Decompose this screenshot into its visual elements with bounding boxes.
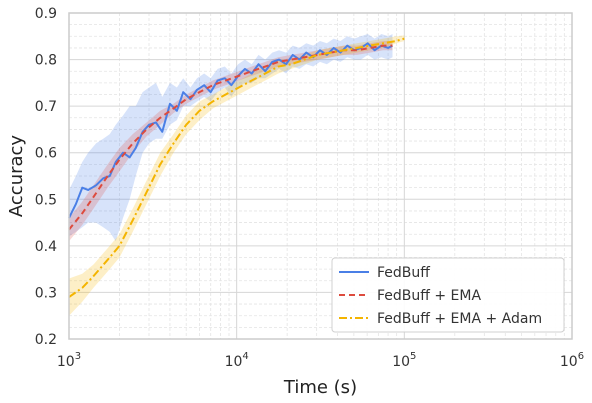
series-band-1 <box>69 33 393 242</box>
legend-box <box>331 257 565 333</box>
series-line-3 <box>68 37 405 298</box>
y-tick-labels: 0.2 0.3 0.4 0.5 0.6 0.7 0.8 0.9 <box>35 6 57 348</box>
y-tick-label: 0.6 <box>35 146 57 162</box>
y-tick-label: 0.7 <box>35 99 57 115</box>
series-band-2 <box>69 40 393 242</box>
legend-label-3: FedBuff + EMA + Adam <box>377 311 542 327</box>
legend-label-2: FedBuff + EMA <box>377 288 481 304</box>
legend: FedBuff FedBuff + EMA FedBuff + EMA + Adam <box>331 257 565 333</box>
y-tick-label: 0.4 <box>35 239 57 255</box>
y-tick-label: 0.9 <box>35 6 57 22</box>
x-tick-label: 105 <box>392 351 416 370</box>
legend-label-1: FedBuff <box>377 265 430 281</box>
y-tick-label: 0.3 <box>35 285 57 301</box>
x-tick-label: 103 <box>57 351 81 370</box>
confidence-bands <box>69 33 405 316</box>
x-tick-labels: 103 104 105 106 <box>57 351 584 370</box>
y-tick-label: 0.2 <box>35 332 57 348</box>
series-line-1 <box>68 42 393 219</box>
y-axis-label: Accuracy <box>6 135 27 218</box>
x-axis-label: Time (s) <box>283 377 357 398</box>
series-band-3 <box>69 35 405 316</box>
x-tick-label: 104 <box>225 351 249 370</box>
x-tick-label: 106 <box>560 351 584 370</box>
y-tick-label: 0.5 <box>35 192 57 208</box>
plot-frame <box>68 12 573 340</box>
y-tick-label: 0.8 <box>35 53 57 69</box>
series-lines <box>68 37 405 298</box>
